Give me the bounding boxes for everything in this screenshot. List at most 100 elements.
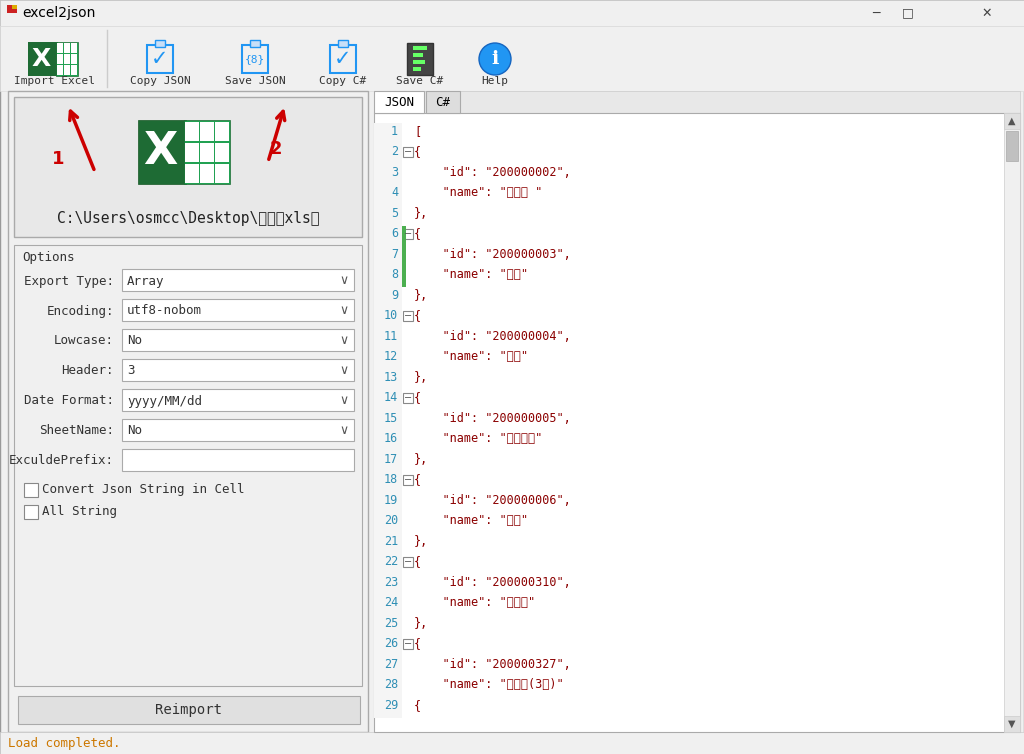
Text: Header:: Header: (61, 364, 114, 378)
Text: Convert Json String in Cell: Convert Json String in Cell (42, 483, 245, 496)
Text: 9: 9 (391, 289, 398, 302)
Bar (200, 164, 214, 183)
Text: {: { (414, 637, 421, 650)
Bar (338, 40, 348, 47)
Bar (374, 185, 402, 205)
Text: {: { (414, 227, 421, 241)
Bar (374, 656, 402, 676)
Bar (403, 228, 413, 239)
Bar (374, 246, 402, 266)
Text: },: }, (414, 617, 428, 630)
Text: 19: 19 (384, 494, 398, 507)
Bar (374, 410, 402, 431)
Bar (426, 91, 460, 113)
Bar (71, 54, 77, 64)
Text: 26: 26 (384, 637, 398, 650)
Text: [: [ (414, 124, 421, 138)
Bar (374, 553, 402, 574)
Bar (1004, 716, 1020, 732)
Bar (330, 45, 356, 73)
Bar (122, 329, 354, 351)
Text: −: − (403, 393, 412, 403)
Bar (122, 389, 354, 411)
Text: 7: 7 (391, 248, 398, 261)
Bar (71, 65, 77, 75)
Bar (413, 67, 421, 71)
Text: "id": "200000004",: "id": "200000004", (414, 329, 570, 343)
Text: "name": "强化券(3天)": "name": "强化券(3天)" (414, 679, 563, 691)
Bar (403, 311, 413, 320)
Text: ∨: ∨ (339, 394, 348, 407)
Text: {8}: {8} (245, 54, 265, 64)
Text: },: }, (414, 207, 428, 219)
Text: −: − (403, 311, 412, 320)
Bar (402, 225, 406, 287)
Bar (215, 143, 229, 162)
Text: No: No (127, 335, 142, 348)
Text: 13: 13 (384, 371, 398, 384)
Text: 1: 1 (391, 124, 398, 138)
Text: X: X (32, 47, 50, 71)
Text: "name": "深粘维 ": "name": "深粘维 " (414, 186, 543, 199)
Text: 6: 6 (391, 227, 398, 241)
Text: 18: 18 (384, 474, 398, 486)
Text: },: }, (414, 289, 428, 302)
Text: 4: 4 (391, 186, 398, 199)
Bar (185, 164, 199, 183)
Text: Date Format:: Date Format: (24, 394, 114, 407)
Bar (1004, 113, 1020, 129)
Text: },: }, (414, 452, 428, 466)
Bar (57, 65, 63, 75)
Bar (374, 594, 402, 615)
Text: i: i (492, 50, 499, 68)
Bar (374, 91, 424, 113)
Text: Help: Help (481, 76, 509, 86)
Text: "name": "削刀": "name": "削刀" (414, 514, 528, 527)
Text: 22: 22 (384, 555, 398, 569)
Bar (403, 475, 413, 485)
Text: "name": "深标": "name": "深标" (414, 351, 528, 363)
Text: 29: 29 (384, 699, 398, 712)
Text: 25: 25 (384, 617, 398, 630)
Text: Load completed.: Load completed. (8, 737, 121, 749)
Bar (63, 54, 70, 64)
Bar (185, 122, 199, 141)
Bar (403, 393, 413, 403)
Text: Save C#: Save C# (396, 76, 443, 86)
Text: ∨: ∨ (339, 305, 348, 317)
Text: □: □ (902, 7, 913, 20)
Text: 11: 11 (384, 329, 398, 343)
Bar (24, 483, 38, 497)
Text: −: − (403, 556, 412, 567)
Bar (12, 5, 17, 9)
Bar (122, 359, 354, 381)
Bar (374, 390, 402, 410)
Text: 12: 12 (384, 351, 398, 363)
Text: 3: 3 (127, 364, 134, 378)
Text: "id": "200000310",: "id": "200000310", (414, 576, 570, 589)
Bar (374, 205, 402, 225)
Text: "name": "武道会场": "name": "武道会场" (414, 432, 543, 446)
Text: Options: Options (22, 250, 75, 263)
Bar (413, 46, 427, 50)
Text: "id": "200000327",: "id": "200000327", (414, 657, 570, 671)
Bar (374, 676, 402, 697)
Text: −: − (403, 475, 412, 485)
Text: 5: 5 (391, 207, 398, 219)
Text: 2: 2 (391, 146, 398, 158)
Circle shape (479, 43, 511, 75)
Text: "name": "返票": "name": "返票" (414, 268, 528, 281)
Text: −: − (403, 228, 412, 239)
Bar (122, 269, 354, 291)
Text: 2: 2 (269, 140, 283, 158)
Bar (374, 369, 402, 390)
Bar (374, 574, 402, 594)
Bar (374, 328, 402, 348)
Text: −: − (403, 639, 412, 648)
Text: C:\Users\osmcc\Desktop\阿拉德xls快: C:\Users\osmcc\Desktop\阿拉德xls快 (56, 212, 319, 226)
Text: {: { (414, 146, 421, 158)
Text: },: }, (414, 535, 428, 547)
Bar (374, 636, 402, 656)
Text: Export Type:: Export Type: (24, 274, 114, 287)
Text: Save JSON: Save JSON (224, 76, 286, 86)
